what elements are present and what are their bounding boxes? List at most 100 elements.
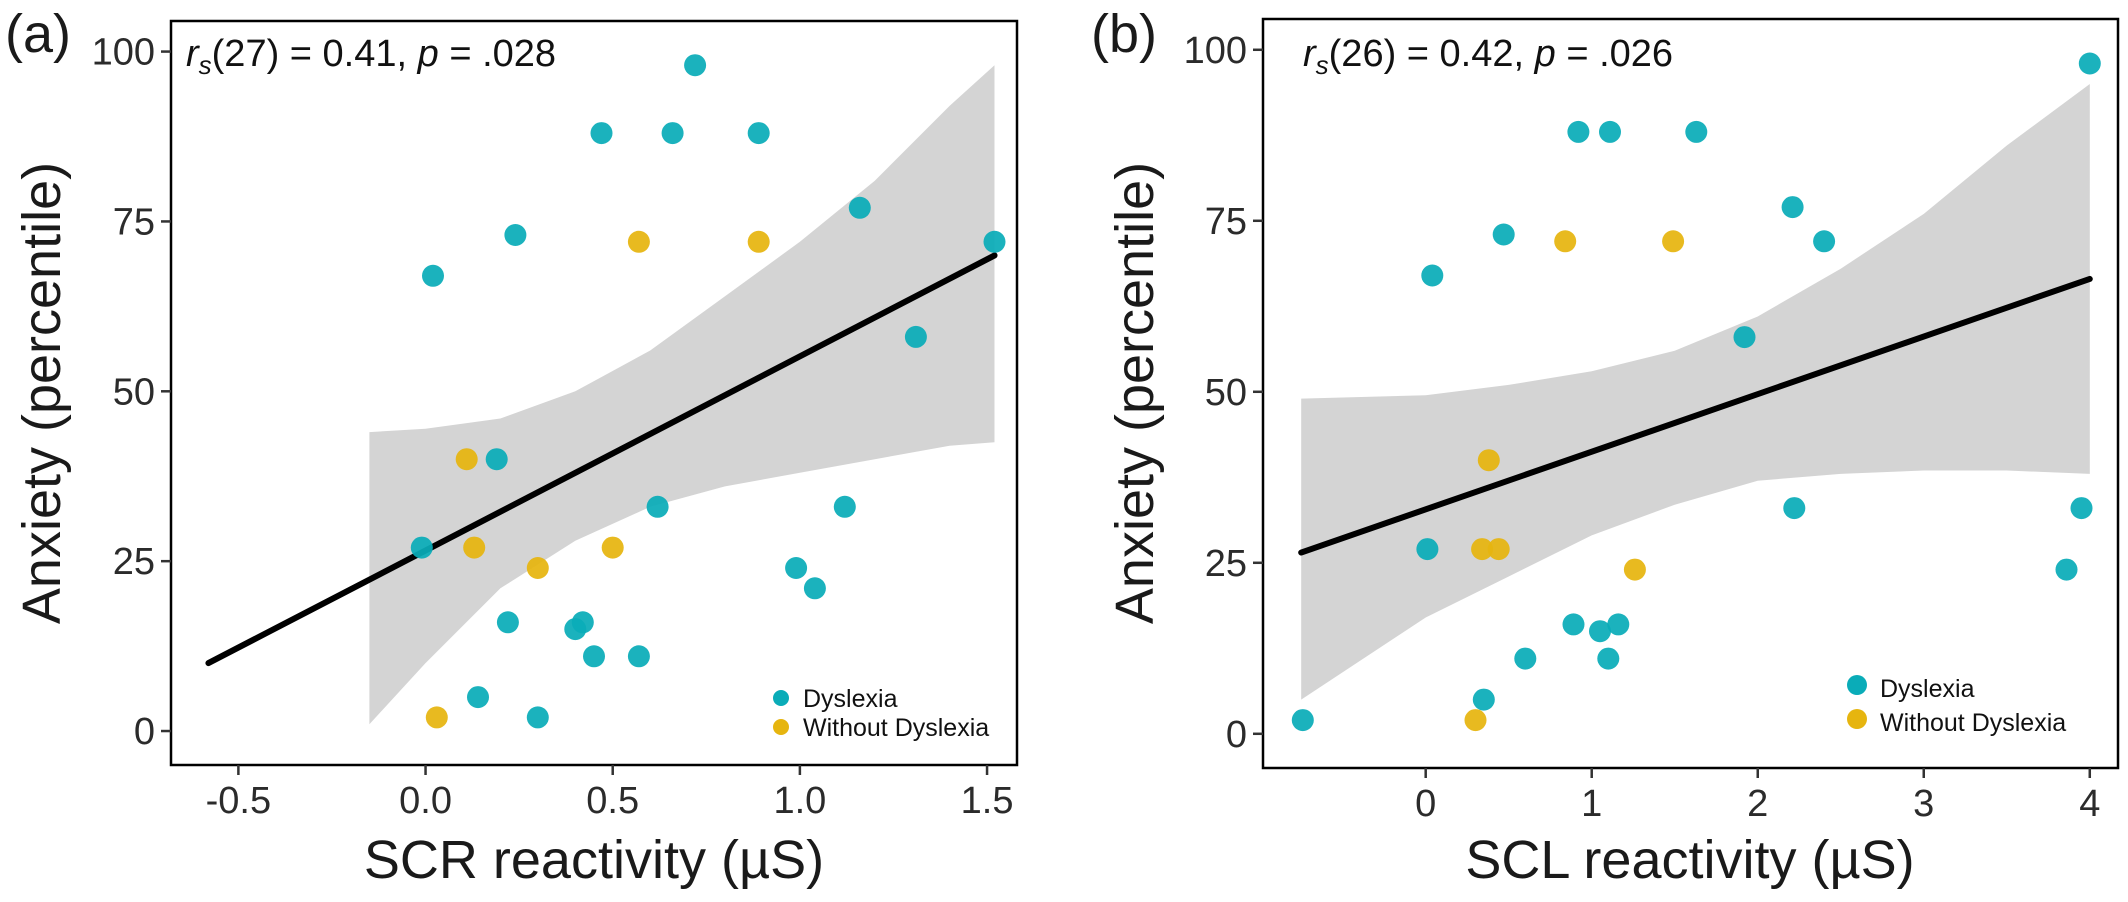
panel-a-point-dyslexia [571,611,594,634]
panel-a-point-dyslexia [646,495,669,518]
panel-b-tag: (b) [1091,4,1157,64]
panel-b-legend-without-dyslexia-key [1847,709,1867,729]
panel-b-y-tick-label: 25 [1205,543,1247,585]
panel-a-point-dyslexia [410,536,433,559]
panel-a-point-dyslexia [467,686,489,709]
panel-a-stat-pval: = .028 [439,33,556,75]
panel-a-point-dyslexia [661,122,684,145]
panel-a-point-dyslexia [496,611,519,634]
panel-a-y-tick-label: 100 [92,32,155,74]
panel-b-point-dyslexia [1589,620,1611,643]
panel-a-legend-without-dyslexia-label: Without Dyslexia [803,714,989,742]
panel-b-legend-dyslexia-label: Dyslexia [1880,675,1975,703]
panel-b-stat-r: r [1303,33,1317,75]
panel-a-point-dyslexia [422,264,444,287]
panel-a-stat-r: r [186,33,200,75]
panel-b-stat-df: (26) = 0.42, [1329,33,1535,75]
panel-b-point-without-dyslexia [1471,538,1494,561]
panel-b-point-dyslexia [1781,196,1804,219]
panel-b-x-ticks: 0 1 2 3 4 [1415,768,2100,825]
panel-b-point-dyslexia [1472,688,1495,711]
panel-b-point-dyslexia [1813,230,1836,253]
panel-a-x-tick-label: 1.5 [961,780,1014,822]
panel-a-x-tick-label: 0.0 [399,780,452,822]
panel-b-x-tick-label: 1 [1581,783,1602,825]
panel-a-point-dyslexia [904,325,927,348]
panel-a-point-dyslexia [684,54,707,77]
panel-a-point-without-dyslexia [627,230,650,253]
panel-b-x-axis-title: SCL reactivity (µS) [1465,830,1914,890]
panel-b-point-dyslexia [1783,497,1806,520]
panel-b-legend: Dyslexia Without Dyslexia [1847,675,2066,737]
panel-a-point-dyslexia [983,230,1006,253]
panel-b-legend-without-dyslexia-label: Without Dyslexia [1880,709,2066,737]
panel-b-legend-dyslexia-key [1847,675,1867,695]
panel-b-point-dyslexia [1607,613,1630,636]
panel-b-y-tick-label: 50 [1205,372,1247,414]
panel-b-stat-sub: s [1316,50,1329,80]
panel-a-y-tick-label: 25 [113,541,155,583]
panel-b-point-without-dyslexia [1623,558,1646,581]
panel-b-regression-line [1298,275,2093,556]
panel-a-stat-p: p [417,33,439,75]
panel-b-x-tick-label: 3 [1913,783,1934,825]
panel-b-stat-pval: = .026 [1556,33,1673,75]
panel-b-point-dyslexia [2078,52,2101,75]
panel-b-y-tick-label: 100 [1184,30,1247,72]
panel-b-y-tick-label: 0 [1226,714,1247,756]
panel-a-regression-line [205,252,998,667]
panel-a-confidence-band [369,65,995,725]
panel-b-y-axis-title: Anxiety (percentile) [1105,162,1165,624]
panel-a-x-ticks: -0.5 0.0 0.5 1.0 1.5 [206,765,1014,822]
panel-b-point-dyslexia [1733,326,1756,349]
panel-a: (a) -0.5 0.0 0.5 1.0 1.5 0 25 50 75 100 rs(27) =… [5,4,1019,890]
panel-a-stat-annotation: rs(27) = 0.41, p = .028 [186,33,556,80]
panel-a-point-dyslexia [785,557,808,579]
panel-b-fit-line [1298,275,2093,556]
panel-a-fit-line [205,252,998,667]
panel-a-legend-without-dyslexia-key [773,719,789,735]
panel-a-y-tick-label: 0 [134,711,155,753]
panel-b-x-tick-label: 4 [2079,783,2100,825]
panel-a-ci-band-area [369,65,995,725]
panel-b-point-dyslexia [1599,120,1621,143]
panel-a-point-dyslexia [747,122,770,145]
panel-a-legend: Dyslexia Without Dyslexia [773,685,989,742]
panel-a-x-axis-title: SCR reactivity (µS) [364,830,824,890]
panel-a-point-dyslexia [833,495,856,518]
panel-a-point-without-dyslexia [526,557,549,579]
panel-a-tag: (a) [5,4,71,64]
panel-b-x-tick-label: 2 [1747,783,1768,825]
panel-a-point-without-dyslexia [747,230,770,253]
panel-a-points [410,54,1006,729]
panel-a-legend-dyslexia-label: Dyslexia [803,685,898,713]
panel-a-point-dyslexia [583,645,605,668]
panel-b-point-dyslexia [1514,647,1537,670]
panel-b-confidence-band [1301,84,2090,700]
panel-a-y-axis-title: Anxiety (percentile) [12,162,72,624]
panel-b-point-dyslexia [1492,223,1515,246]
panel-b-y-tick-label: 75 [1205,201,1247,243]
panel-a-plot-area [169,19,1019,767]
panel-b-stat-p: p [1534,33,1556,75]
panel-a-point-dyslexia [526,706,549,729]
panel-b-x-tick-label: 0 [1415,783,1436,825]
panel-a-point-dyslexia [590,122,613,145]
panel-a-x-tick-label: 1.0 [773,780,826,822]
panel-b-points [1291,52,2101,732]
panel-b-point-dyslexia [1291,709,1314,732]
panel-b-point-dyslexia [1567,120,1590,143]
panel-b-stat-annotation: rs(26) = 0.42, p = .026 [1303,33,1673,80]
panel-a-stat-df: (27) = 0.41, [212,33,418,75]
panel-b-y-ticks: 0 25 50 75 100 [1184,30,1263,756]
panel-a-point-dyslexia [803,577,826,600]
panel-a-y-ticks: 0 25 50 75 100 [92,32,171,753]
panel-a-point-dyslexia [485,448,508,471]
panel-b-point-dyslexia [2055,558,2078,581]
panel-a-point-dyslexia [848,196,871,219]
panel-b-point-without-dyslexia [1487,538,1510,561]
panel-a-legend-dyslexia-key [773,690,789,706]
panel-b-point-dyslexia [1421,264,1444,287]
panel-a-y-tick-label: 75 [113,201,155,243]
